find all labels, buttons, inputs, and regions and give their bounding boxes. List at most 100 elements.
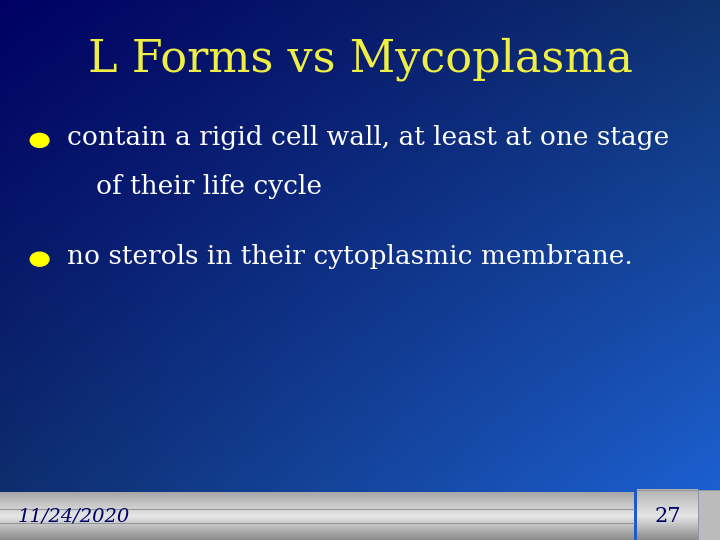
Bar [637,502,698,503]
Bar [0,538,634,539]
Bar [0,494,634,495]
Bar [0,505,634,507]
Bar [0,522,634,523]
Bar [637,517,698,518]
Bar [637,494,698,495]
Bar [637,526,698,527]
Bar [637,491,698,492]
Bar [0,532,634,534]
Text: of their life cycle: of their life cycle [96,174,322,199]
Bar [0,518,634,519]
Bar [0,518,634,519]
Bar [0,534,634,535]
Bar [0,524,634,525]
Bar [637,528,698,529]
Bar [637,520,698,521]
Bar [637,492,698,494]
Bar [637,528,698,529]
Bar [0,529,634,530]
Bar [0,528,634,529]
Circle shape [30,133,49,147]
Bar [0,502,634,503]
Bar [0,511,634,512]
Text: L Forms vs Mycoplasma: L Forms vs Mycoplasma [88,38,632,82]
Bar [637,518,698,519]
Bar [0,526,634,527]
Bar [0,516,634,517]
Bar [0,513,634,514]
Bar [637,522,698,523]
Bar [0,496,634,497]
Bar [637,491,698,492]
Bar [637,510,698,511]
Bar [0,537,634,538]
Bar [637,522,698,523]
Bar [0,536,634,537]
Bar [0,509,634,510]
Bar [0,515,634,516]
Bar [0,519,634,521]
Bar [637,518,698,519]
Bar [637,524,698,525]
Bar [637,523,698,524]
Bar [0,521,634,522]
Bar [0,525,634,526]
Bar [0,537,634,538]
Text: contain a rigid cell wall, at least at one stage: contain a rigid cell wall, at least at o… [67,125,669,150]
Bar [637,538,698,539]
Circle shape [30,252,49,266]
Bar [637,512,698,513]
Bar [637,501,698,502]
Bar [0,507,634,508]
Bar [0,531,634,532]
Bar [637,496,698,497]
Bar [0,504,634,505]
Bar [0,504,634,505]
Bar [0,515,634,516]
Bar [637,504,698,505]
Bar [0,528,634,529]
Bar [0,507,634,508]
Bar [0,494,634,495]
Bar [637,514,698,515]
Bar [637,532,698,534]
Bar [0,506,634,507]
Bar [0,521,634,522]
Bar [0,495,634,496]
Text: 11/24/2020: 11/24/2020 [18,507,130,525]
Bar [637,500,698,501]
Bar [0,527,634,528]
Bar [0,508,634,509]
Bar [637,498,698,500]
Bar [0,502,634,503]
Bar [637,507,698,508]
Bar [637,515,698,516]
Bar [637,539,698,540]
Bar [0,503,634,504]
Bar [0,523,634,524]
Bar [637,498,698,499]
Bar [637,538,698,539]
Bar [0,503,634,504]
Bar [637,505,698,506]
Bar [0,539,634,540]
Bar [637,494,698,495]
Bar [637,512,698,514]
Bar [637,529,698,530]
Bar [637,493,698,494]
Bar [637,516,698,517]
Bar [637,490,698,491]
Bar [0,535,634,536]
Bar [637,511,698,512]
Bar [0,501,634,502]
Bar [0,512,634,513]
Bar [0,512,634,514]
Bar [637,531,698,532]
Bar [637,497,698,498]
Bar [637,534,698,535]
Bar [0,510,634,511]
Bar [0,508,634,509]
Bar [0,537,634,538]
Bar [0,514,634,515]
Bar [637,503,698,504]
